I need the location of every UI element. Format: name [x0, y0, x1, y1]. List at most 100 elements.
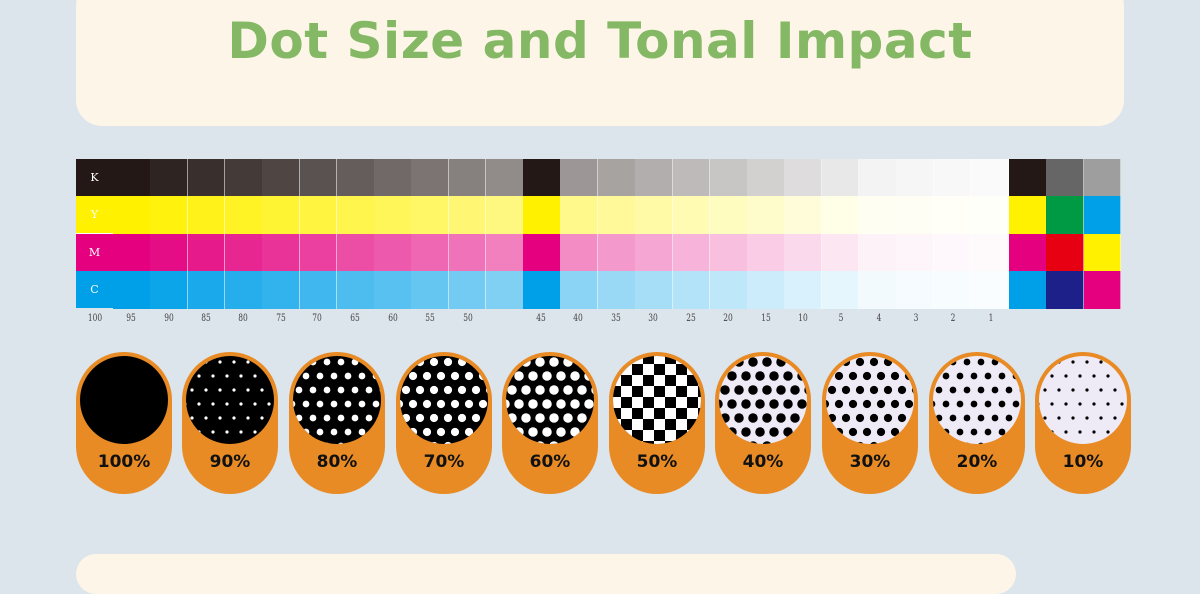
coverage-label: 80%: [316, 452, 358, 472]
dot-sample: 70%: [396, 352, 492, 494]
tint-cell-c: [560, 270, 599, 309]
tint-cell-y: [821, 196, 860, 234]
scale-label: 15: [761, 313, 771, 324]
coverage-label: 100%: [97, 452, 151, 472]
tint-cell-k: [747, 159, 785, 197]
scale-label: 10: [798, 313, 808, 324]
tint-cell-k: [336, 159, 375, 197]
tint-cell-c: [672, 270, 711, 309]
ink-label-c: C: [76, 270, 113, 308]
dot-sample: 20%: [929, 352, 1025, 494]
tint-cell-y: [523, 196, 562, 234]
halftone-circle: [80, 356, 168, 444]
tint-cell-m: [672, 233, 711, 272]
tint-cell-c: [262, 270, 300, 309]
tint-cell-y: [411, 196, 450, 234]
tint-cell-k: [374, 159, 412, 197]
tint-cell-c: [336, 270, 375, 309]
tint-cell-k: [933, 159, 972, 197]
process-swatch: [1083, 233, 1122, 272]
tint-cell-k: [709, 159, 748, 197]
tint-cell-c: [374, 270, 412, 309]
tint-cell-m: [486, 233, 524, 272]
tint-cell-y: [635, 196, 673, 234]
tint-cell-c: [486, 270, 524, 309]
tint-cell-k: [859, 159, 897, 197]
tint-cell-y: [896, 196, 935, 234]
scale-label: 75: [276, 313, 286, 324]
tint-cell-c: [523, 270, 562, 309]
tint-cell-m: [150, 233, 189, 272]
halftone-circle: [933, 356, 1021, 444]
halftone-circle: [719, 356, 807, 444]
coverage-label: 90%: [209, 452, 251, 472]
halftone-circle: [613, 356, 701, 444]
tint-cell-m: [336, 233, 375, 272]
tint-cell-c: [933, 270, 972, 309]
process-swatch: [1046, 159, 1085, 197]
halftone-circle: [826, 356, 914, 444]
tint-cell-m: [187, 233, 226, 272]
scale-label: 85: [201, 313, 211, 324]
tint-cell-k: [150, 159, 189, 197]
tint-cell-m: [747, 233, 785, 272]
dot-sample: 40%: [715, 352, 811, 494]
tint-cell-k: [224, 159, 263, 197]
next-card: [76, 554, 1016, 594]
scale-label: 55: [425, 313, 435, 324]
scale-label: 100: [87, 313, 103, 324]
tint-cell-m: [709, 233, 748, 272]
scale-label: 3: [913, 313, 919, 324]
tint-cell-y: [970, 196, 1009, 234]
tint-cell-c: [970, 270, 1009, 309]
scale-label: 2: [950, 313, 956, 324]
coverage-label: 30%: [849, 452, 891, 472]
tint-cell-c: [411, 270, 450, 309]
tint-cell-m: [635, 233, 673, 272]
tint-cell-y: [597, 196, 636, 234]
process-swatch: [1083, 196, 1122, 234]
process-swatch: [1009, 196, 1047, 234]
tint-cell-k: [672, 159, 711, 197]
tint-cell-k: [560, 159, 599, 197]
tint-cell-k: [262, 159, 300, 197]
tint-cell-m: [523, 233, 562, 272]
tint-cell-c: [299, 270, 338, 309]
scale-label: 65: [350, 313, 360, 324]
tint-cell-m: [560, 233, 599, 272]
tint-cell-c: [709, 270, 748, 309]
tint-cell-k: [821, 159, 860, 197]
tint-cell-k: [448, 159, 487, 197]
tint-cell-m: [299, 233, 338, 272]
tint-cell-m: [896, 233, 935, 272]
scale-label: 50: [463, 313, 473, 324]
halftone-circle: [186, 356, 274, 444]
scale-label: 70: [312, 313, 322, 324]
tint-cell-k: [635, 159, 673, 197]
dot-sample: 90%: [182, 352, 278, 494]
tint-cell-c: [747, 270, 785, 309]
tint-cell-k: [411, 159, 450, 197]
coverage-label: 50%: [636, 452, 678, 472]
tint-cell-y: [784, 196, 823, 234]
tint-cell-m: [821, 233, 860, 272]
tint-cell-k: [113, 159, 151, 197]
scale-label: 25: [686, 313, 696, 324]
coverage-label: 20%: [956, 452, 998, 472]
process-swatch: [1009, 233, 1047, 272]
tint-cell-y: [113, 196, 151, 234]
scale-label: 20: [723, 313, 733, 324]
tint-cell-m: [113, 233, 151, 272]
tint-cell-c: [597, 270, 636, 309]
process-swatch: [1046, 196, 1085, 234]
tint-cell-c: [859, 270, 897, 309]
tint-cell-k: [896, 159, 935, 197]
tint-cell-c: [635, 270, 673, 309]
dot-sample: 60%: [502, 352, 598, 494]
tint-cell-k: [299, 159, 338, 197]
process-swatch: [1046, 270, 1085, 309]
scale-label: 90: [164, 313, 174, 324]
tint-cell-y: [672, 196, 711, 234]
scale-label: 40: [573, 313, 583, 324]
tint-cell-m: [411, 233, 450, 272]
